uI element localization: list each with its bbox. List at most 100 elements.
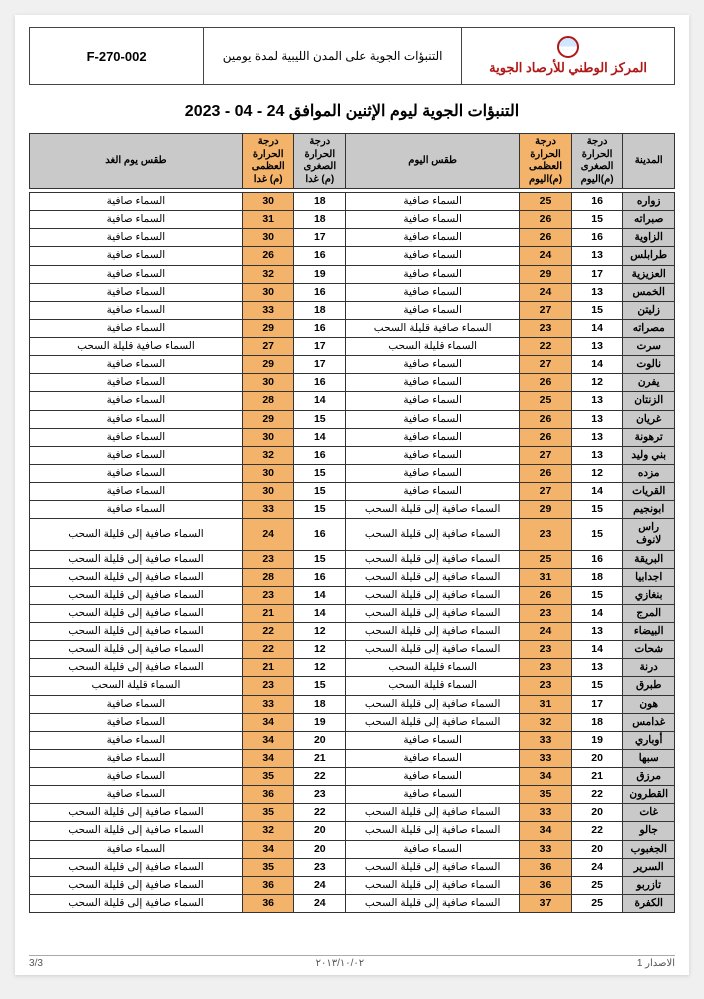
cell-city: الجغبوب xyxy=(623,840,675,858)
cell-city: ابونجيم xyxy=(623,501,675,519)
cell-tmax-tomorrow: 30 xyxy=(242,229,294,247)
cell-tmin-tomorrow: 15 xyxy=(294,677,346,695)
cell-city: بني وليد xyxy=(623,446,675,464)
cell-tmin-tomorrow: 14 xyxy=(294,428,346,446)
table-row: تازربو2536السماء صافية إلى قليلة السحب24… xyxy=(30,876,675,894)
cell-tmin-today: 20 xyxy=(571,749,623,767)
cell-tmin-tomorrow: 16 xyxy=(294,568,346,586)
table-row: هون1731السماء صافية إلى قليلة السحب1833ا… xyxy=(30,695,675,713)
cell-tmax-tomorrow: 30 xyxy=(242,193,294,211)
cell-cond-today: السماء صافية إلى قليلة السحب xyxy=(346,519,520,550)
cell-city: غدامس xyxy=(623,713,675,731)
cell-city: مرزق xyxy=(623,768,675,786)
cell-tmax-today: 33 xyxy=(520,749,572,767)
cell-tmin-tomorrow: 12 xyxy=(294,623,346,641)
cell-tmin-today: 15 xyxy=(571,677,623,695)
cell-tmin-today: 12 xyxy=(571,464,623,482)
cell-city: غريان xyxy=(623,410,675,428)
cell-city: طرابلس xyxy=(623,247,675,265)
cell-tmax-today: 24 xyxy=(520,623,572,641)
cell-tmax-tomorrow: 33 xyxy=(242,695,294,713)
cell-tmin-today: 17 xyxy=(571,265,623,283)
cell-tmin-today: 25 xyxy=(571,894,623,912)
cell-tmin-today: 12 xyxy=(571,374,623,392)
cell-tmax-tomorrow: 36 xyxy=(242,876,294,894)
cell-tmin-today: 13 xyxy=(571,283,623,301)
cell-tmin-today: 20 xyxy=(571,840,623,858)
cell-tmin-today: 19 xyxy=(571,731,623,749)
table-row: طرابلس1324السماء صافية1626السماء صافية xyxy=(30,247,675,265)
table-row: الزاوية1626السماء صافية1730السماء صافية xyxy=(30,229,675,247)
cell-cond-today: السماء صافية xyxy=(346,464,520,482)
cell-city: جالو xyxy=(623,822,675,840)
cell-tmax-tomorrow: 29 xyxy=(242,410,294,428)
cell-tmax-tomorrow: 27 xyxy=(242,338,294,356)
cell-tmin-today: 25 xyxy=(571,876,623,894)
cell-cond-tomorrow: السماء صافية إلى قليلة السحب xyxy=(30,586,243,604)
cell-tmax-tomorrow: 30 xyxy=(242,283,294,301)
cell-city: زواره xyxy=(623,193,675,211)
cell-tmax-tomorrow: 34 xyxy=(242,840,294,858)
cell-city: سبها xyxy=(623,749,675,767)
cell-tmin-tomorrow: 16 xyxy=(294,319,346,337)
table-row: مزده1226السماء صافية1530السماء صافية xyxy=(30,464,675,482)
cell-cond-today: السماء صافية إلى قليلة السحب xyxy=(346,586,520,604)
col-tmin-today: درجة الحرارة الصغرى (م)اليوم xyxy=(571,134,623,189)
cell-tmin-tomorrow: 22 xyxy=(294,804,346,822)
cell-cond-today: السماء صافية xyxy=(346,483,520,501)
cell-cond-today: السماء صافية xyxy=(346,786,520,804)
cell-tmin-tomorrow: 23 xyxy=(294,786,346,804)
cell-cond-tomorrow: السماء صافية إلى قليلة السحب xyxy=(30,550,243,568)
cell-cond-today: السماء صافية إلى قليلة السحب xyxy=(346,876,520,894)
cell-tmin-today: 13 xyxy=(571,659,623,677)
cell-city: شحات xyxy=(623,641,675,659)
table-row: اجدابيا1831السماء صافية إلى قليلة السحب1… xyxy=(30,568,675,586)
cell-tmin-tomorrow: 15 xyxy=(294,501,346,519)
cell-cond-today: السماء صافية xyxy=(346,356,520,374)
table-row: يفرن1226السماء صافية1630السماء صافية xyxy=(30,374,675,392)
cell-tmax-today: 26 xyxy=(520,464,572,482)
cell-tmax-tomorrow: 26 xyxy=(242,247,294,265)
cell-city: السرير xyxy=(623,858,675,876)
cell-cond-today: السماء صافية قليلة السحب xyxy=(346,319,520,337)
cell-city: درنة xyxy=(623,659,675,677)
cell-city: الخمس xyxy=(623,283,675,301)
cell-cond-tomorrow: السماء صافية xyxy=(30,265,243,283)
cell-city: القطرون xyxy=(623,786,675,804)
cell-tmax-today: 27 xyxy=(520,301,572,319)
table-row: غات2033السماء صافية إلى قليلة السحب2235ا… xyxy=(30,804,675,822)
cell-cond-tomorrow: السماء صافية إلى قليلة السحب xyxy=(30,519,243,550)
header-table: المركز الوطني للأرصاد الجوية التنبؤات ال… xyxy=(29,27,675,85)
cell-tmin-today: 13 xyxy=(571,410,623,428)
cell-tmin-tomorrow: 12 xyxy=(294,641,346,659)
cell-city: مزده xyxy=(623,464,675,482)
cell-city: طبرق xyxy=(623,677,675,695)
cell-tmin-today: 13 xyxy=(571,446,623,464)
table-row: السرير2436السماء صافية إلى قليلة السحب23… xyxy=(30,858,675,876)
cell-tmin-today: 13 xyxy=(571,338,623,356)
cell-tmax-tomorrow: 30 xyxy=(242,428,294,446)
cell-cond-tomorrow: السماء صافية xyxy=(30,392,243,410)
footer-center: ٢٠١٣/١٠/٠٢ xyxy=(316,958,365,969)
cell-tmin-today: 15 xyxy=(571,301,623,319)
cell-city: غات xyxy=(623,804,675,822)
cell-cond-tomorrow: السماء صافية إلى قليلة السحب xyxy=(30,876,243,894)
page-title: التنبؤات الجوية ليوم الإثنين الموافق 24 … xyxy=(29,101,675,121)
cell-city: صبراته xyxy=(623,211,675,229)
table-row: مصراته1423السماء صافية قليلة السحب1629ال… xyxy=(30,319,675,337)
cell-tmin-tomorrow: 12 xyxy=(294,659,346,677)
footer-right: الاصدار 1 xyxy=(637,958,675,969)
table-row: شحات1423السماء صافية إلى قليلة السحب1222… xyxy=(30,641,675,659)
cell-tmin-tomorrow: 14 xyxy=(294,604,346,622)
cell-cond-tomorrow: السماء صافية إلى قليلة السحب xyxy=(30,604,243,622)
cell-tmax-tomorrow: 35 xyxy=(242,858,294,876)
cell-tmax-tomorrow: 33 xyxy=(242,501,294,519)
cell-tmax-today: 35 xyxy=(520,786,572,804)
cell-tmin-today: 16 xyxy=(571,193,623,211)
cell-tmax-today: 25 xyxy=(520,193,572,211)
cell-tmax-tomorrow: 28 xyxy=(242,568,294,586)
cell-tmax-today: 29 xyxy=(520,501,572,519)
table-row: جالو2234السماء صافية إلى قليلة السحب2032… xyxy=(30,822,675,840)
table-row: ترهونة1326السماء صافية1430السماء صافية xyxy=(30,428,675,446)
table-row: صبراته1526السماء صافية1831السماء صافية xyxy=(30,211,675,229)
